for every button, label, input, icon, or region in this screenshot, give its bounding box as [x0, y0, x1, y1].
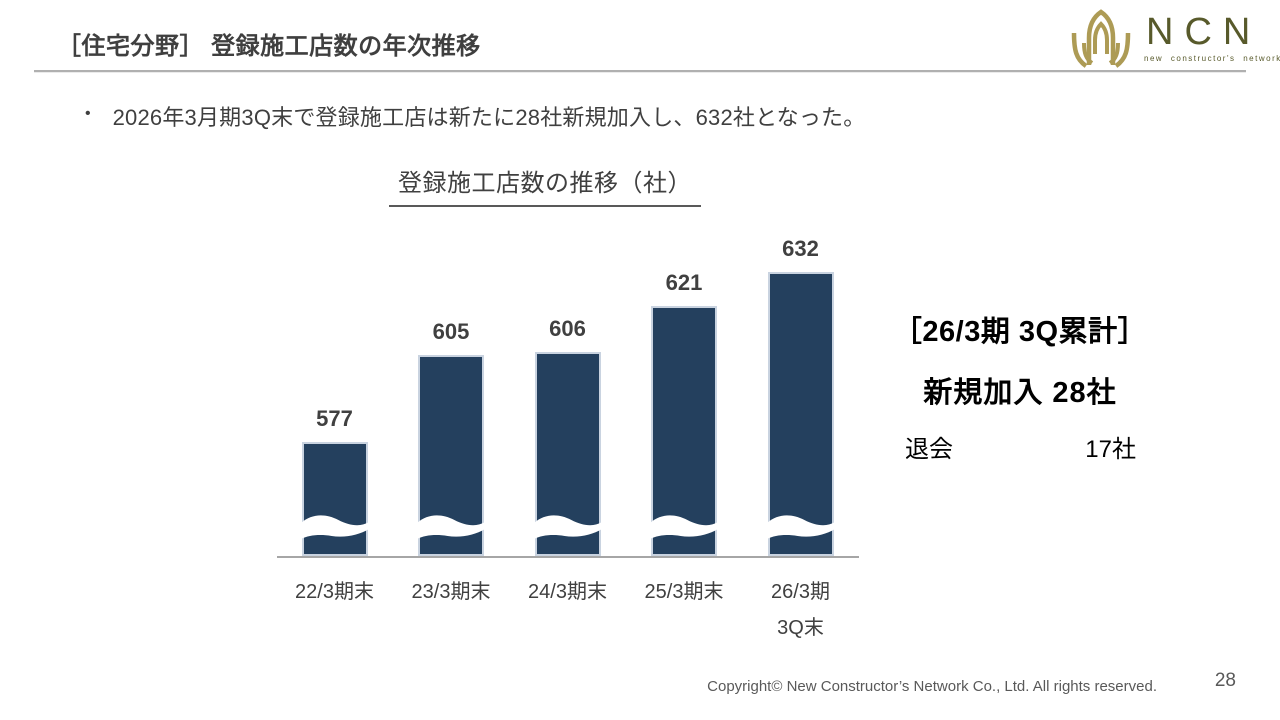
bar-value-label: 577 — [316, 406, 353, 431]
axis-break-wave-icon — [766, 515, 835, 539]
bar-value-label: 606 — [549, 316, 586, 341]
summary-withdrawal-value: 17社 — [1085, 436, 1136, 463]
bullet-icon: • — [85, 105, 91, 122]
ncn-logo-subtext: new constructor's network — [1144, 54, 1280, 63]
bar-chart: 577 22/3期末 605 23/3期末 606 24/3期末 621 25/3期末 632 2… — [277, 216, 859, 639]
axis-break-wave-icon — [533, 515, 602, 539]
bar — [650, 306, 718, 556]
bar-value-label: 632 — [782, 236, 819, 261]
summary-new-members: 新規加入 28社 — [923, 377, 1117, 409]
x-axis-line — [277, 556, 859, 558]
axis-break-wave-icon — [300, 515, 369, 539]
bullet-text: 2026年3月期3Q末で登録施工店は新たに28社新規加入し、632社となった。 — [112, 105, 866, 130]
x-axis-tick-label: 23/3期末 — [411, 581, 491, 603]
bullet-point: • 2026年3月期3Q末で登録施工店は新たに28社新規加入し、632社となった… — [85, 100, 865, 132]
x-axis-tick-label: 26/3期 3Q末 — [771, 581, 830, 639]
axis-break-wave-icon — [650, 515, 718, 539]
summary-heading: ［26/3期 3Q累計］ — [892, 316, 1148, 348]
chart-title: 登録施工店数の推移（社） — [389, 163, 701, 207]
page-number: 28 — [1214, 670, 1236, 691]
x-axis-tick-label: 25/3期末 — [644, 581, 724, 603]
x-axis-tick-label: 22/3期末 — [295, 581, 374, 603]
axis-break-wave-icon — [417, 515, 485, 539]
summary-withdrawal-label: 退会 — [905, 436, 953, 463]
summary-block: ［26/3期 3Q累計］ 新規加入 28社 退会 17社 — [880, 308, 1160, 464]
bar — [766, 272, 835, 556]
bar — [417, 355, 485, 556]
header-divider — [34, 70, 1246, 72]
bar — [300, 442, 369, 556]
bar-value-label: 605 — [432, 319, 470, 344]
footer-copyright: Copyright© New Constructor’s Network Co.… — [707, 678, 1157, 695]
ncn-logo: NCN new constructor's network — [1064, 8, 1280, 68]
bar-value-label: 621 — [665, 270, 703, 295]
x-axis-tick-label: 24/3期末 — [528, 581, 607, 603]
chart-title-wrap: 登録施工店数の推移（社） — [389, 163, 701, 207]
ncn-logo-letters: NCN — [1146, 11, 1262, 53]
summary-withdrawals: 退会 17社 — [880, 429, 1160, 464]
ncn-crown-icon — [1064, 8, 1138, 68]
bar — [533, 352, 602, 556]
page-title: ［住宅分野］ 登録施工店数の年次推移 — [57, 33, 481, 60]
ncn-logo-text: NCN new constructor's network — [1144, 13, 1280, 63]
